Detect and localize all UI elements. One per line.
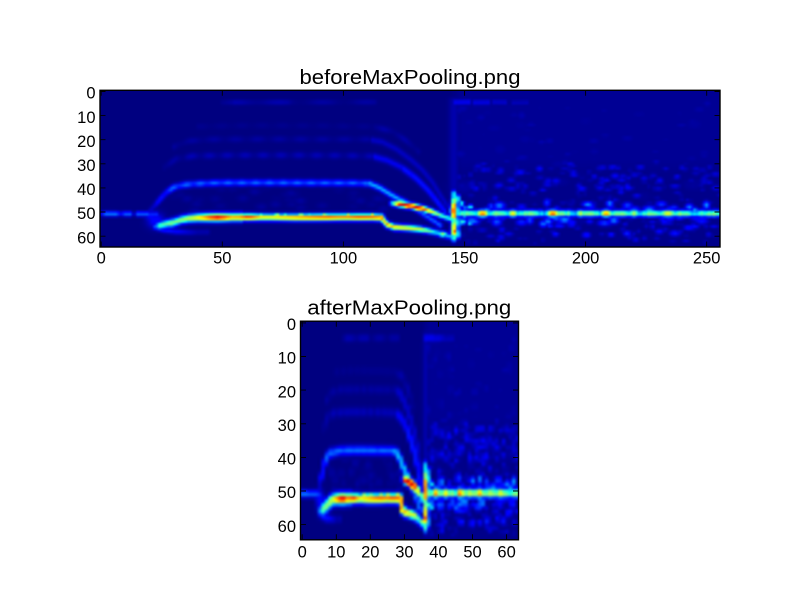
svg-text:0: 0 <box>86 85 95 103</box>
svg-text:30: 30 <box>395 544 413 562</box>
svg-text:10: 10 <box>327 544 345 562</box>
svg-text:40: 40 <box>429 544 447 562</box>
svg-text:40: 40 <box>278 451 296 469</box>
svg-text:0: 0 <box>298 544 307 562</box>
svg-text:50: 50 <box>213 250 231 268</box>
svg-text:20: 20 <box>77 133 95 151</box>
svg-text:60: 60 <box>497 544 515 562</box>
svg-text:10: 10 <box>278 350 296 368</box>
svg-text:60: 60 <box>77 229 95 247</box>
svg-text:100: 100 <box>330 250 358 268</box>
svg-text:250: 250 <box>693 250 721 268</box>
svg-text:20: 20 <box>278 383 296 401</box>
svg-text:beforeMaxPooling.png: beforeMaxPooling.png <box>300 67 521 89</box>
svg-text:150: 150 <box>451 250 479 268</box>
svg-text:afterMaxPooling.png: afterMaxPooling.png <box>307 298 511 320</box>
svg-text:40: 40 <box>77 181 95 199</box>
svg-text:20: 20 <box>361 544 379 562</box>
svg-text:50: 50 <box>278 484 296 502</box>
svg-text:30: 30 <box>278 417 296 435</box>
svg-text:30: 30 <box>77 157 95 175</box>
svg-text:50: 50 <box>463 544 481 562</box>
svg-text:200: 200 <box>572 250 600 268</box>
svg-text:0: 0 <box>287 316 296 334</box>
svg-text:60: 60 <box>278 518 296 536</box>
svg-text:10: 10 <box>77 109 95 127</box>
svg-text:50: 50 <box>77 205 95 223</box>
svg-text:0: 0 <box>97 250 106 268</box>
